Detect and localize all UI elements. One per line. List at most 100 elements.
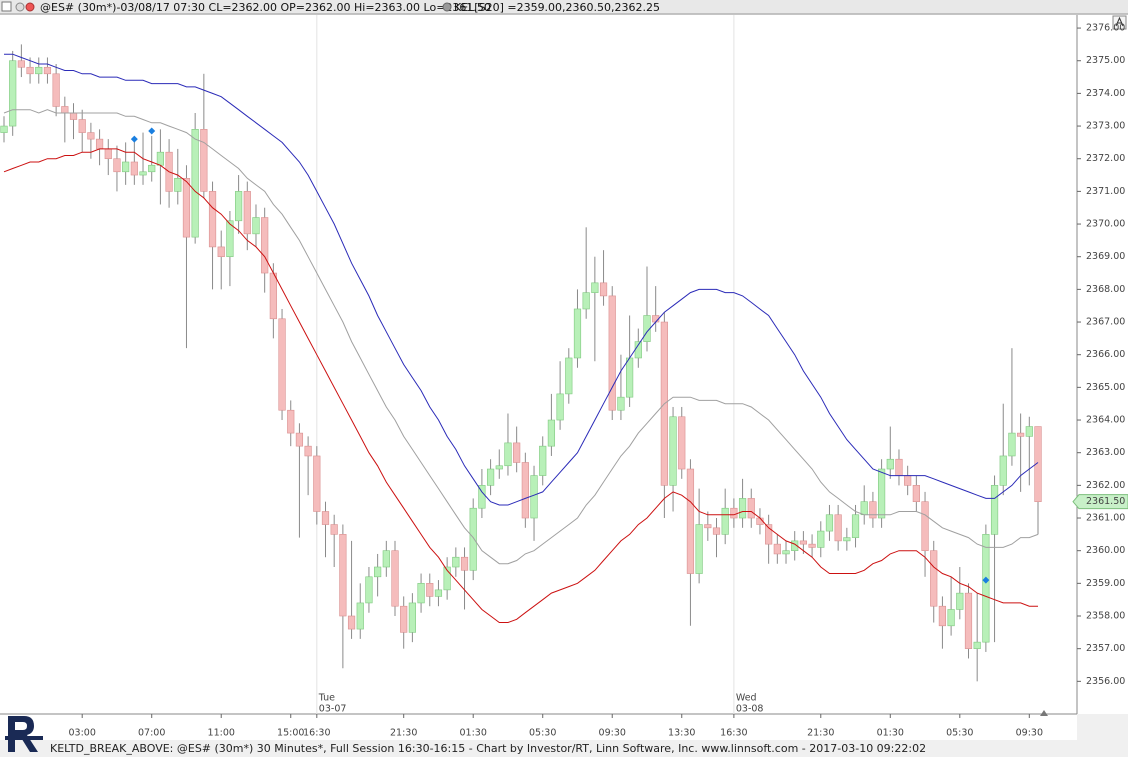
candle-body [356, 602, 364, 630]
candle-body [990, 485, 999, 535]
candle-body [765, 524, 773, 545]
candle-body [400, 605, 408, 633]
y-tick-label: 2376.00 [1086, 23, 1125, 34]
candle-body [217, 246, 225, 258]
candle-body [999, 455, 1007, 486]
x-tick-label: 21:30 [390, 728, 417, 739]
y-tick-label: 2370.00 [1086, 219, 1125, 230]
candle-body [982, 534, 990, 643]
candle-body [139, 171, 147, 176]
candle-body [973, 641, 981, 649]
candle-body [408, 602, 416, 633]
candle-body [113, 158, 121, 173]
candle-body [295, 432, 304, 447]
candle-body [174, 178, 182, 192]
candle-body [35, 66, 43, 75]
candle-body [287, 409, 295, 434]
candle-body [851, 514, 860, 538]
candle-body [782, 550, 790, 555]
candle-body [799, 540, 807, 545]
y-tick-label: 2366.00 [1086, 349, 1125, 360]
candle-body [122, 161, 130, 173]
candle-body [365, 576, 373, 604]
y-tick-label: 2372.00 [1086, 153, 1125, 164]
y-tick-label: 2358.00 [1086, 611, 1125, 622]
candle-body [382, 550, 390, 568]
y-tick-label: 2374.00 [1086, 88, 1125, 99]
candle-body [886, 458, 894, 470]
x-tick-label: 05:30 [946, 728, 973, 739]
day-date: 03-08 [736, 704, 764, 715]
candle-body [565, 357, 573, 395]
logo [5, 716, 43, 752]
candle-body [678, 416, 686, 470]
candle-body [0, 125, 8, 133]
scroll-marker[interactable] [1040, 710, 1048, 716]
y-tick-label: 2361.00 [1086, 513, 1125, 524]
candle-body [278, 318, 286, 411]
candle-body [26, 66, 34, 75]
candle-body [460, 556, 469, 571]
y-tick-label: 2360.00 [1086, 545, 1125, 556]
header-icon[interactable] [15, 2, 25, 12]
candle-body [52, 73, 60, 107]
x-tick-label: 09:30 [599, 728, 626, 739]
candle-body [9, 60, 17, 127]
day-label: Tue [318, 693, 335, 704]
x-tick-label: 09:30 [1016, 728, 1043, 739]
candle-body [912, 485, 920, 502]
x-axis-panel [0, 714, 1077, 740]
signal-marker [982, 576, 990, 584]
header-icon[interactable] [25, 2, 35, 12]
candle-body [521, 462, 529, 519]
y-tick-label: 2365.00 [1086, 382, 1125, 393]
y-tick-label: 2357.00 [1086, 643, 1125, 654]
indicator-icon[interactable] [442, 2, 452, 12]
x-tick-label: 01:30 [460, 728, 487, 739]
candle-body [191, 129, 199, 238]
x-tick-label: 15:00 [277, 728, 304, 739]
candle-body [130, 161, 138, 176]
candle-body [43, 66, 52, 75]
candle-body [330, 524, 338, 535]
candle-body [904, 475, 912, 486]
candle-body [69, 112, 78, 120]
x-tick-label: 13:30 [668, 728, 695, 739]
y-tick-label: 2356.00 [1086, 676, 1125, 687]
day-date: 03-07 [319, 704, 347, 715]
candle-body [304, 445, 312, 457]
keltner-line [3, 109, 1039, 565]
candle-body [591, 282, 599, 293]
x-tick-label: 16:30 [303, 728, 330, 739]
candle-body [321, 511, 330, 525]
header-text: @ES# (30m*)-03/08/17 07:30 CL=2362.00 OP… [40, 1, 491, 14]
candle-body [938, 605, 947, 627]
candle-body [547, 419, 556, 447]
candle-body [877, 468, 886, 519]
candle-body [834, 514, 842, 542]
x-tick-label: 05:30 [529, 728, 556, 739]
candle-body [200, 129, 208, 192]
candle-body [791, 540, 799, 551]
y-tick-label: 2364.00 [1086, 415, 1125, 426]
y-tick-label: 2363.00 [1086, 447, 1125, 458]
candle-body [504, 442, 512, 467]
logo-bar [5, 736, 43, 740]
keltner-line [3, 148, 1038, 623]
candle-body [1017, 432, 1025, 437]
candle-body [1025, 426, 1033, 437]
candle-body [843, 537, 851, 542]
header-checkbox[interactable] [1, 1, 12, 12]
candle-body [860, 501, 868, 516]
candle-body [686, 468, 695, 574]
candle-body [704, 524, 712, 529]
candle-body [269, 272, 277, 320]
candle-body [426, 583, 434, 597]
x-tick-label: 03:00 [69, 728, 96, 739]
candle-body [469, 507, 477, 571]
candle-body [391, 550, 399, 607]
candle-body [1008, 432, 1016, 457]
candle-body [374, 566, 382, 578]
candle-body [148, 164, 156, 173]
